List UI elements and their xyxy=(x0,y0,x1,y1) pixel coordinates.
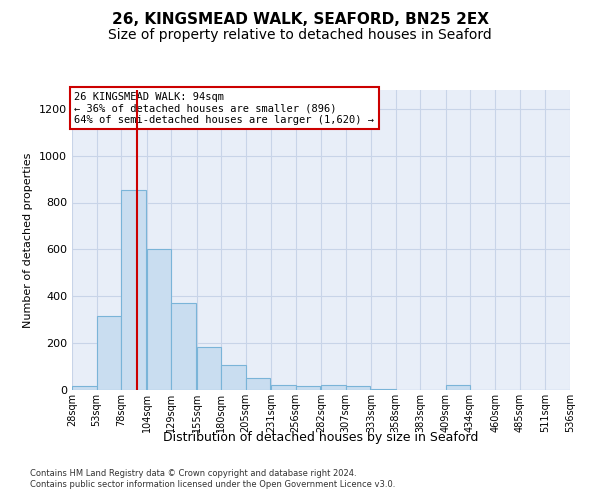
Bar xyxy=(445,386,470,390)
Bar xyxy=(245,378,270,390)
Bar xyxy=(346,386,370,390)
Y-axis label: Number of detached properties: Number of detached properties xyxy=(23,152,34,328)
Text: 26, KINGSMEAD WALK, SEAFORD, BN25 2EX: 26, KINGSMEAD WALK, SEAFORD, BN25 2EX xyxy=(112,12,488,28)
Bar xyxy=(171,304,196,390)
Bar xyxy=(296,386,320,390)
Text: Size of property relative to detached houses in Seaford: Size of property relative to detached ho… xyxy=(108,28,492,42)
Bar xyxy=(146,250,171,390)
Text: Distribution of detached houses by size in Seaford: Distribution of detached houses by size … xyxy=(163,431,479,444)
Bar xyxy=(97,316,121,390)
Bar xyxy=(271,386,296,390)
Bar xyxy=(371,389,395,390)
Bar xyxy=(321,386,346,390)
Bar xyxy=(72,386,97,390)
Text: 26 KINGSMEAD WALK: 94sqm
← 36% of detached houses are smaller (896)
64% of semi-: 26 KINGSMEAD WALK: 94sqm ← 36% of detach… xyxy=(74,92,374,124)
Bar xyxy=(197,346,221,390)
Text: Contains public sector information licensed under the Open Government Licence v3: Contains public sector information licen… xyxy=(30,480,395,489)
Text: Contains HM Land Registry data © Crown copyright and database right 2024.: Contains HM Land Registry data © Crown c… xyxy=(30,468,356,477)
Bar xyxy=(121,190,146,390)
Bar xyxy=(221,366,245,390)
